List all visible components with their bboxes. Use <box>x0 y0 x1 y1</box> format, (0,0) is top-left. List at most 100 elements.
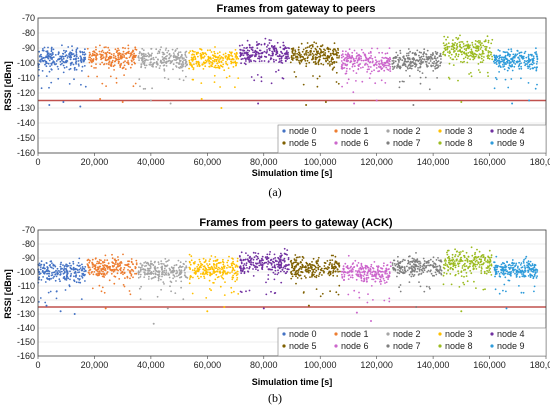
data-point <box>221 273 224 276</box>
data-point <box>233 272 236 275</box>
data-point <box>72 262 75 265</box>
data-point <box>434 264 437 266</box>
data-point <box>137 270 140 273</box>
data-point <box>469 58 471 61</box>
outlier-point <box>79 105 82 108</box>
panel-label: (b) <box>268 391 282 405</box>
data-point <box>38 278 40 281</box>
data-point <box>425 261 428 263</box>
data-point <box>469 54 472 57</box>
data-point <box>213 272 216 274</box>
data-point <box>531 63 534 66</box>
data-point <box>247 270 250 273</box>
data-point <box>207 269 209 271</box>
legend-item: node 7 <box>386 341 421 351</box>
data-point <box>40 260 43 263</box>
data-point <box>506 69 509 72</box>
data-point <box>186 63 188 66</box>
x-tick-label: 20,000 <box>81 360 109 370</box>
data-point <box>385 276 388 279</box>
data-point <box>214 52 216 55</box>
data-point <box>367 293 369 295</box>
data-point <box>153 261 156 264</box>
data-point <box>311 52 314 55</box>
data-point <box>132 85 135 88</box>
data-point <box>190 255 193 258</box>
data-point <box>425 61 428 63</box>
data-point <box>370 55 372 57</box>
legend-label: node 4 <box>497 126 525 136</box>
data-point <box>172 271 175 273</box>
panel-label: (a) <box>268 185 281 199</box>
data-point <box>295 256 298 259</box>
data-point <box>281 268 284 271</box>
data-point <box>422 55 425 58</box>
data-point <box>304 47 307 49</box>
data-point <box>460 271 463 273</box>
data-point <box>133 52 136 55</box>
data-point <box>380 280 383 283</box>
data-point <box>188 282 191 285</box>
x-tick-label: 140,000 <box>417 360 450 370</box>
data-point <box>88 58 90 61</box>
data-point <box>102 56 105 58</box>
data-point <box>235 55 238 58</box>
data-point <box>93 53 96 56</box>
data-point <box>205 53 208 56</box>
data-point <box>524 275 527 278</box>
data-point <box>245 264 248 267</box>
data-point <box>307 269 310 272</box>
data-point <box>198 266 201 269</box>
data-point <box>216 52 219 55</box>
data-point <box>367 65 370 68</box>
data-point <box>177 53 180 56</box>
data-point <box>246 258 249 261</box>
data-point <box>59 60 62 63</box>
data-point <box>504 276 507 279</box>
legend-item: node 9 <box>490 341 525 351</box>
data-point <box>117 62 120 65</box>
data-point <box>490 256 493 259</box>
data-point <box>78 257 81 260</box>
data-point <box>477 262 480 265</box>
data-point <box>200 273 202 275</box>
data-point <box>75 276 77 278</box>
data-point <box>470 272 473 275</box>
data-point <box>462 57 465 60</box>
data-point <box>78 278 81 281</box>
data-point <box>222 277 225 280</box>
data-point <box>257 269 259 272</box>
data-point <box>358 296 361 299</box>
data-point <box>490 263 493 266</box>
data-point <box>261 268 264 271</box>
data-point <box>77 63 80 66</box>
data-point <box>143 276 146 278</box>
data-point <box>329 273 332 276</box>
data-point <box>64 51 67 54</box>
data-point <box>284 57 287 60</box>
data-point <box>183 59 185 61</box>
data-point <box>58 278 61 281</box>
data-point <box>311 273 314 276</box>
data-point <box>482 59 485 62</box>
data-point <box>351 276 354 279</box>
data-point <box>233 52 236 55</box>
data-point <box>338 262 340 265</box>
data-point <box>221 276 224 279</box>
data-point <box>71 45 73 48</box>
data-point <box>149 64 152 66</box>
data-point <box>345 64 348 67</box>
data-point <box>75 58 77 61</box>
data-point <box>432 70 435 72</box>
data-point <box>393 56 396 59</box>
data-point <box>532 55 535 58</box>
data-point <box>204 59 207 62</box>
outlier-point <box>370 320 372 322</box>
data-point <box>129 55 132 57</box>
data-point <box>267 268 270 271</box>
data-point <box>428 62 430 65</box>
data-point <box>141 47 144 50</box>
legend-marker <box>490 332 494 336</box>
data-point <box>38 63 41 66</box>
data-point <box>321 44 324 46</box>
